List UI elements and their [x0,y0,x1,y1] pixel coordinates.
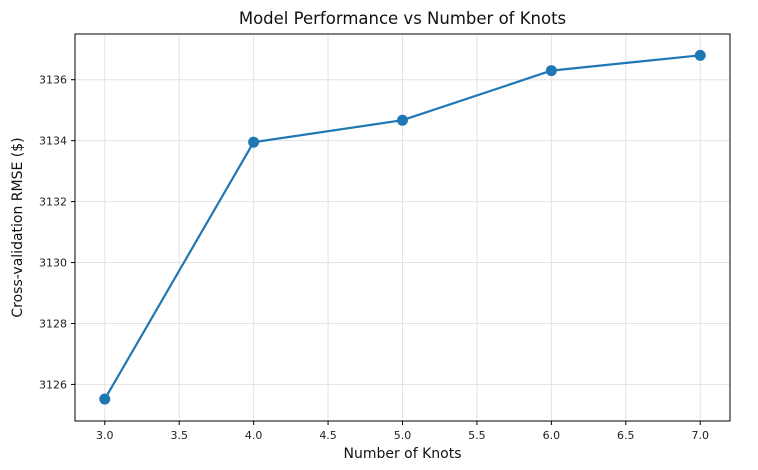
x-tick-label: 3.0 [96,429,114,442]
y-tick-label: 3130 [39,257,67,270]
data-point [545,65,557,77]
x-tick-label: 7.0 [691,429,709,442]
x-tick-label: 4.0 [245,429,263,442]
x-tick-label: 4.5 [319,429,337,442]
y-axis-label: Cross-validation RMSE ($) [10,137,26,317]
data-point [99,393,111,405]
x-tick-label: 6.5 [617,429,635,442]
y-tick-label: 3128 [39,317,67,330]
data-point [694,49,706,61]
y-tick-label: 3136 [39,74,67,87]
x-tick-label: 5.5 [468,429,486,442]
y-tick-label: 3132 [39,196,67,209]
x-tick-label: 5.0 [394,429,412,442]
series-layer [99,49,706,405]
y-tick-label: 3126 [39,378,67,391]
x-tick-label: 3.5 [170,429,188,442]
data-point [397,114,408,126]
y-tick-label: 3134 [39,135,67,148]
axis-ticks: 3.0 3.5 4.0 4.5 5.0 5.5 6.0 6.5 7.0 3126 3128 3130 3… [39,74,709,442]
x-tick-label: 6.0 [543,429,561,442]
chart-title: Model Performance vs Number of Knots [239,9,566,28]
data-point [248,136,260,148]
x-axis-label: Number of Knots [343,446,461,462]
